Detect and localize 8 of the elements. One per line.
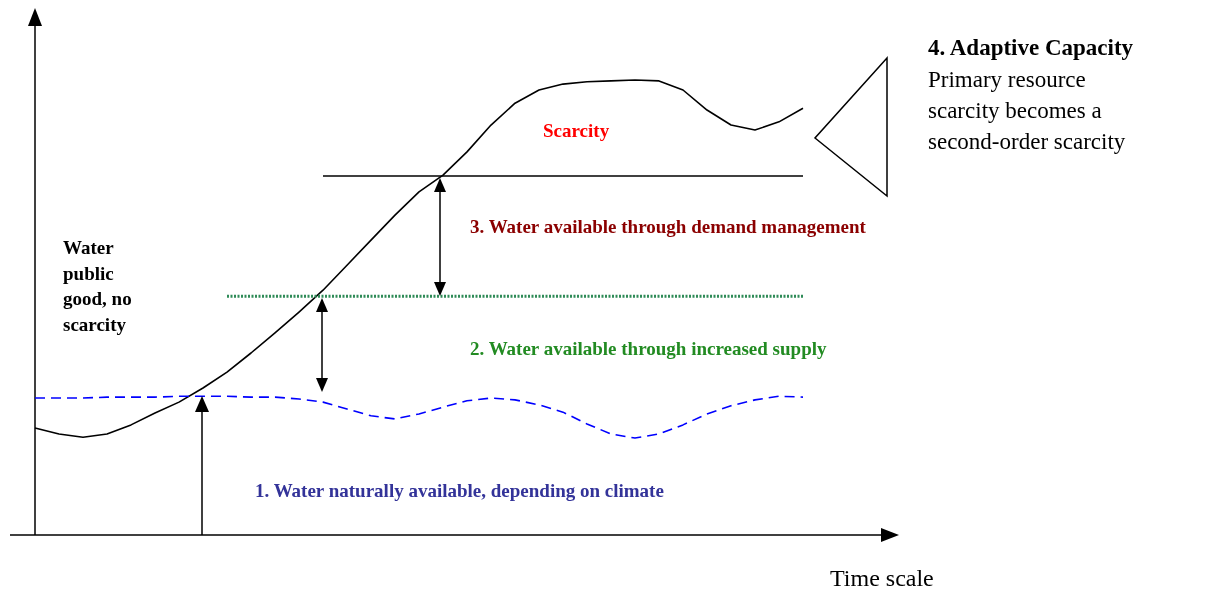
text: 4. Adaptive Capacity (928, 35, 1134, 60)
text: Primary resource scarcity becomes a second-order scarcity (928, 67, 1126, 155)
annotation: 2. Water available through increased supply (470, 338, 827, 359)
annotation: 3. Water available through demand management (470, 216, 867, 237)
annotation: Water public good, no scarcity (63, 237, 132, 335)
x-axis-title: Time scale (830, 565, 934, 591)
annotation: 1. Water naturally available, depending on climate (255, 480, 664, 501)
annotation: Scarcity (543, 120, 610, 141)
